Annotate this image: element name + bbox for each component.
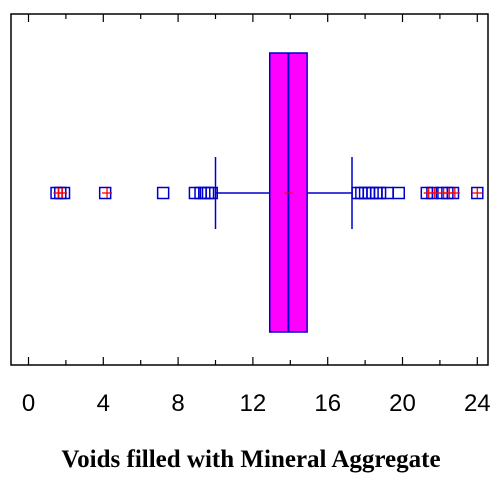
x-axis: 0 4 8 12 16 20 24 bbox=[22, 14, 491, 417]
outlier-point bbox=[355, 186, 368, 200]
outlier-point bbox=[471, 186, 484, 200]
plot-frame bbox=[10, 13, 489, 366]
x-tick-label: 24 bbox=[464, 390, 491, 417]
x-tick-label: 8 bbox=[171, 390, 184, 417]
outlier-point bbox=[362, 186, 376, 200]
x-tick-label: 16 bbox=[314, 390, 341, 417]
x-tick-label: 4 bbox=[97, 390, 110, 417]
outlier-point bbox=[201, 186, 215, 200]
outlier-point bbox=[392, 186, 406, 200]
x-tick-label: 20 bbox=[389, 390, 416, 417]
outlier-point bbox=[358, 186, 372, 200]
outlier-point bbox=[366, 186, 379, 200]
box-plot bbox=[214, 52, 353, 333]
outliers bbox=[50, 186, 484, 200]
x-tick-label: 12 bbox=[240, 390, 267, 417]
x-axis-title: Voids filled with Mineral Aggregate bbox=[61, 446, 440, 473]
outlier-point bbox=[205, 186, 219, 200]
outlier-point bbox=[373, 186, 387, 200]
outlier-point bbox=[156, 186, 170, 200]
x-tick-label: 0 bbox=[22, 390, 35, 417]
outlier-point bbox=[351, 186, 364, 200]
outlier-point bbox=[370, 186, 383, 200]
outlier-point bbox=[381, 186, 394, 200]
